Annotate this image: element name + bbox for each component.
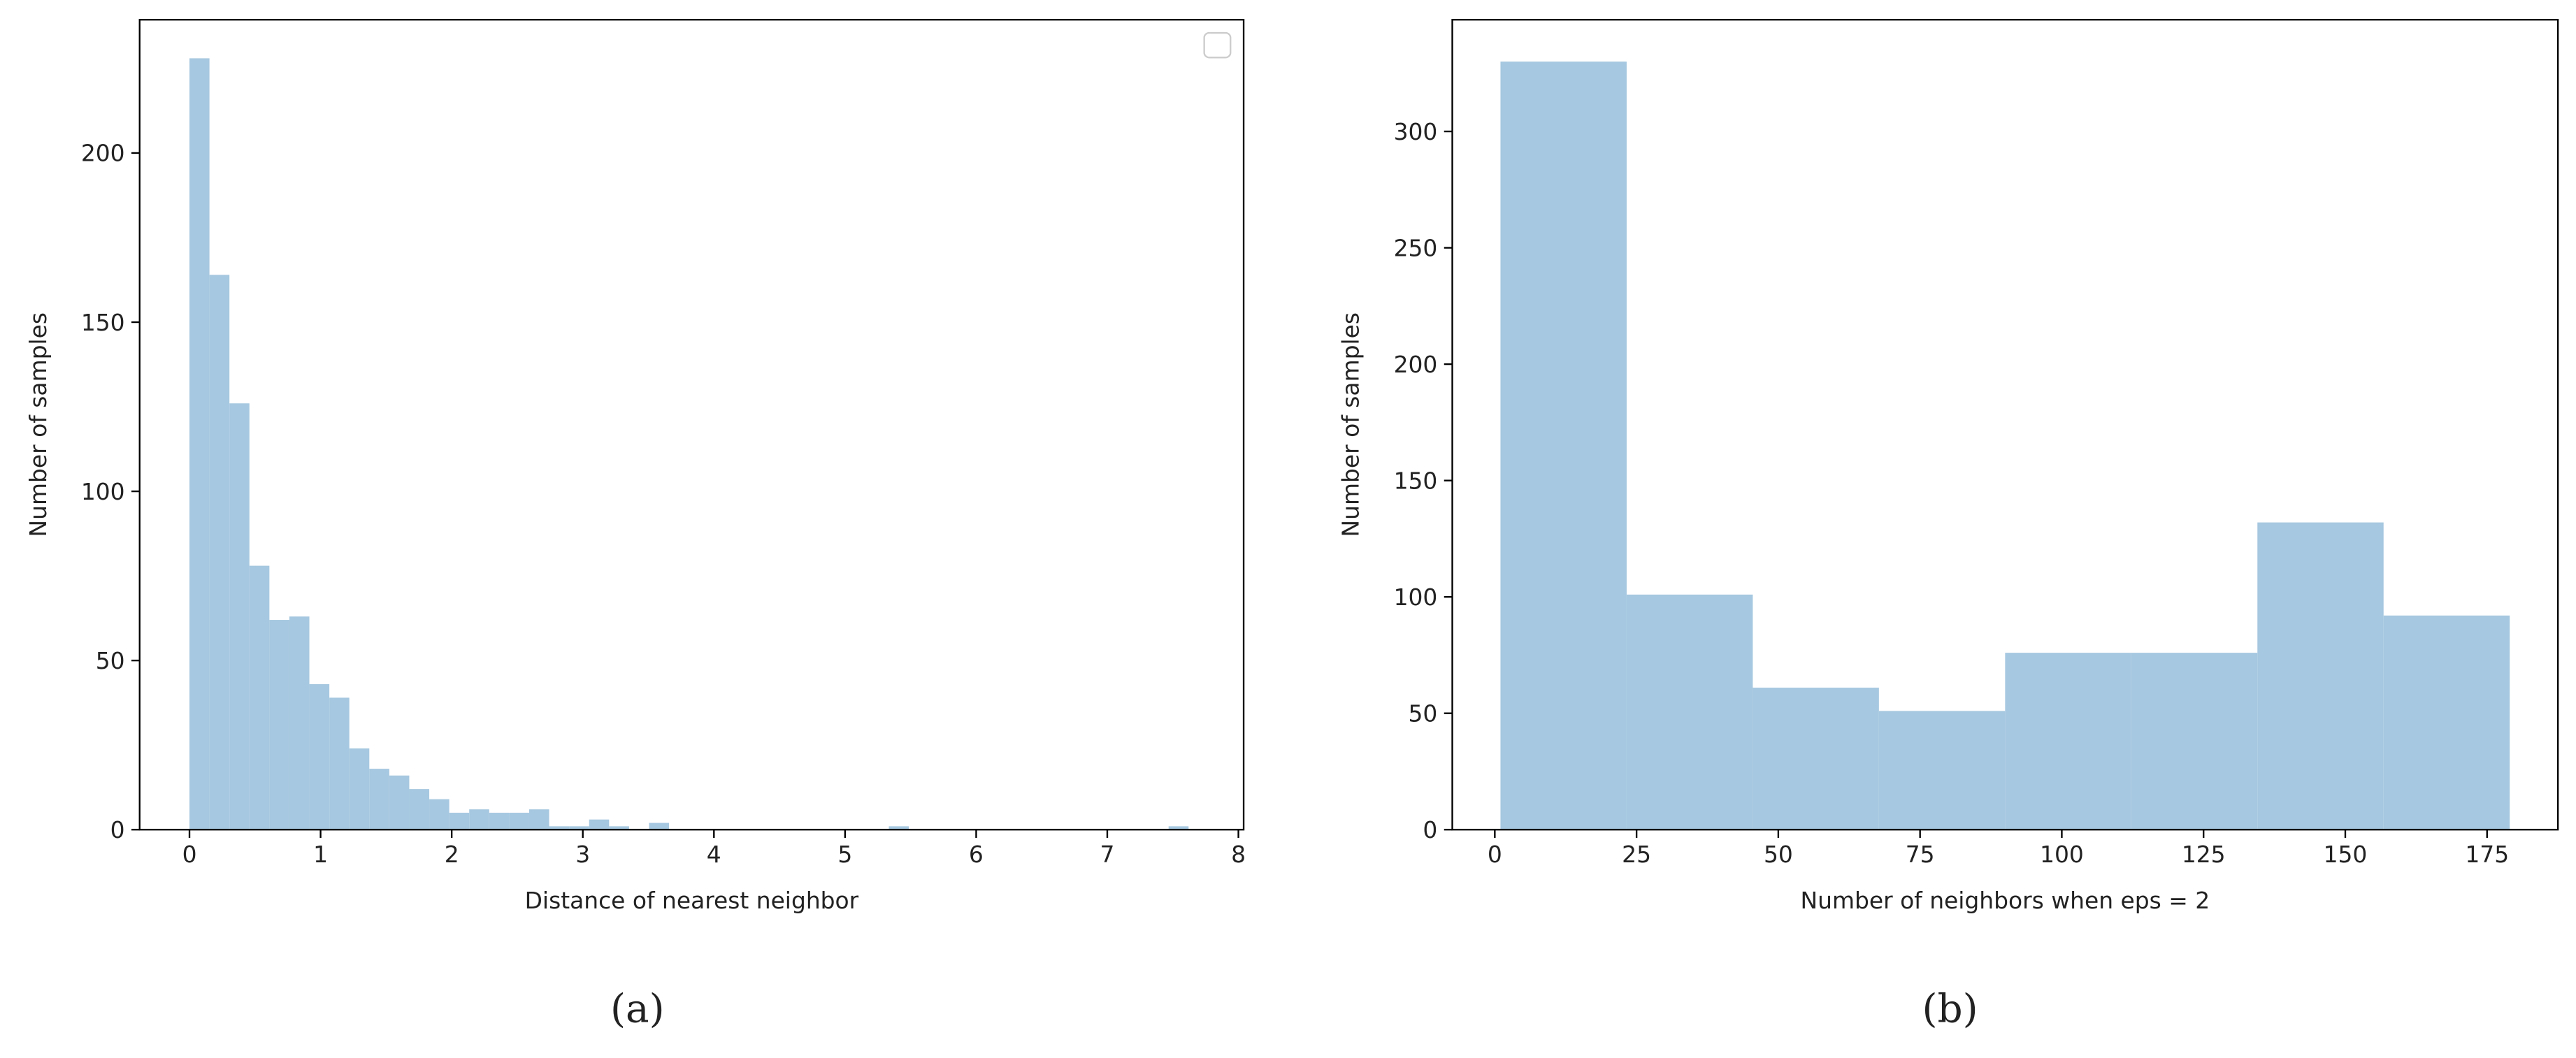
caption: (a) xyxy=(610,986,665,1031)
x-tick-label: 8 xyxy=(1231,841,1246,868)
bar xyxy=(1626,594,1753,830)
y-tick-label: 100 xyxy=(1394,584,1438,611)
x-axis-label: Distance of nearest neighbor xyxy=(525,887,859,914)
y-tick-label: 0 xyxy=(110,816,125,843)
bar xyxy=(249,565,270,830)
x-tick-label: 150 xyxy=(2324,841,2368,868)
y-tick-label: 300 xyxy=(1394,118,1438,145)
bar xyxy=(509,813,529,830)
x-tick-label: 5 xyxy=(837,841,852,868)
bar xyxy=(589,819,610,830)
y-tick-label: 150 xyxy=(81,309,125,336)
bar xyxy=(888,826,909,830)
y-axis-label: Number of samples xyxy=(1337,312,1365,537)
bar xyxy=(2383,615,2510,830)
bar xyxy=(329,697,350,830)
bar xyxy=(649,823,670,830)
bar xyxy=(609,826,629,830)
bar xyxy=(489,813,510,830)
x-tick-label: 6 xyxy=(969,841,984,868)
y-axis-label: Number of samples xyxy=(24,312,52,537)
bar xyxy=(229,403,250,830)
bar xyxy=(2257,522,2384,830)
x-axis-label: Number of neighbors when eps = 2 xyxy=(1801,887,2210,914)
caption: (b) xyxy=(1922,986,1978,1031)
y-tick-label: 100 xyxy=(81,478,125,505)
y-tick-label: 50 xyxy=(96,647,125,674)
bar xyxy=(469,809,489,830)
y-tick-label: 250 xyxy=(1394,234,1438,261)
bar xyxy=(409,789,430,830)
bar xyxy=(549,826,570,830)
x-tick-label: 7 xyxy=(1100,841,1115,868)
x-tick-label: 2 xyxy=(445,841,459,868)
axes-frame xyxy=(1451,19,2559,831)
bar xyxy=(429,799,449,830)
bar xyxy=(1753,688,1879,830)
bar xyxy=(528,809,549,830)
bar xyxy=(389,775,410,830)
bar xyxy=(449,813,470,830)
y-tick-label: 150 xyxy=(1394,467,1438,494)
bar xyxy=(189,58,210,830)
x-tick-label: 75 xyxy=(1906,841,1935,868)
bar xyxy=(209,275,230,830)
bar xyxy=(309,684,330,830)
bar xyxy=(369,769,389,830)
bar xyxy=(289,616,310,830)
x-tick-label: 3 xyxy=(575,841,590,868)
x-tick-label: 0 xyxy=(1488,841,1502,868)
x-tick-label: 1 xyxy=(313,841,328,868)
x-tick-label: 175 xyxy=(2465,841,2509,868)
bar xyxy=(2005,653,2131,830)
x-tick-label: 50 xyxy=(1764,841,1793,868)
y-tick-label: 200 xyxy=(1394,351,1438,378)
bar xyxy=(569,826,589,830)
x-tick-label: 4 xyxy=(707,841,721,868)
x-tick-label: 25 xyxy=(1622,841,1651,868)
bar xyxy=(2131,653,2258,830)
y-tick-label: 0 xyxy=(1423,816,1437,843)
bar xyxy=(269,620,289,830)
bar xyxy=(349,748,370,830)
empty-legend xyxy=(1203,31,1232,59)
axes-frame xyxy=(138,19,1245,831)
y-tick-label: 50 xyxy=(1409,700,1438,727)
bar xyxy=(1878,711,2006,830)
y-tick-label: 200 xyxy=(81,140,125,167)
x-tick-label: 100 xyxy=(2040,841,2084,868)
x-tick-label: 0 xyxy=(182,841,197,868)
x-tick-label: 125 xyxy=(2182,841,2226,868)
bar xyxy=(1168,826,1189,830)
bar xyxy=(1500,61,1627,830)
